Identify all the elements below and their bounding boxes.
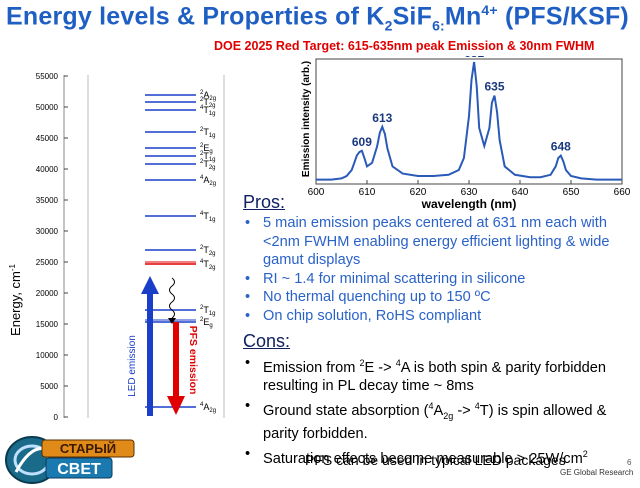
energy-tick-label: 15000: [36, 320, 59, 329]
energy-tick-label: 20000: [36, 289, 59, 298]
stary-svet-logo: СТАРЫЙ СВЕТ: [5, 436, 135, 484]
led-emission-label: LED emission: [127, 335, 138, 397]
spectrum-x-ticks: 600 610 620 630 640 650 660: [308, 180, 631, 198]
pros-item: No thermal quenching up to 150 ºC: [243, 288, 638, 307]
spectrum-x-tick-label: 620: [410, 187, 427, 198]
energy-level-diagram: Energy, cm-1 550005000045000400003500030…: [8, 72, 225, 422]
spectrum-x-axis-label: wavelength (nm): [421, 197, 517, 211]
energy-level-label: 4T2g: [200, 259, 216, 271]
energy-tick-label: 40000: [36, 165, 59, 174]
pros-item: On chip solution, RoHS compliant: [243, 307, 638, 326]
cons-heading: Cons:: [243, 331, 291, 351]
doe-target-text: DOE 2025 Red Target: 615-635nm peak Emis…: [214, 39, 595, 53]
spectrum-peak-label: 635: [484, 80, 504, 94]
energy-tick-label: 25000: [36, 258, 59, 267]
energy-level-label: 4A2g: [200, 402, 216, 414]
spectrum-x-tick-label: 640: [512, 187, 529, 198]
energy-levels: 2A2g2T2g4T1g2T1g2Eg2T1g2T2g4A2g4T1g2T2g4…: [145, 90, 216, 414]
footer-text: GE Global Research: [560, 468, 634, 477]
spectrum-x-tick-label: 660: [614, 187, 631, 198]
energy-tick-label: 50000: [36, 103, 59, 112]
energy-tick-label: 55000: [36, 72, 59, 81]
spectrum-peak-label: 613: [372, 111, 392, 125]
energy-tick-label: 10000: [36, 351, 59, 360]
energy-tick-label: 5000: [40, 382, 58, 391]
pfs-emission-label: PFS emission: [187, 326, 199, 395]
cons-item: Saturation effects become measurable > 2…: [243, 445, 638, 468]
cons-item: Emission from 2E -> 4A is both spin & pa…: [243, 354, 638, 396]
energy-tick-label: 35000: [36, 196, 59, 205]
led-emission-arrow: [141, 276, 159, 416]
pros-heading: Pros:: [243, 192, 286, 212]
spectrum-peak-label: 631: [464, 56, 484, 60]
spectrum-x-tick-label: 600: [308, 187, 325, 198]
energy-level-label: 2Eg: [200, 317, 213, 329]
pfs-note: PFS can be used in typical LED packages: [305, 452, 566, 468]
spectrum-x-tick-label: 650: [563, 187, 580, 198]
energy-axis-label: Energy, cm-1: [8, 264, 23, 336]
energy-ticks: 5500050000450004000035000300002500020000…: [36, 72, 68, 422]
energy-level-label: 2T2g: [200, 97, 216, 109]
energy-level-label: 4T1g: [200, 211, 216, 223]
energy-level-label: 2T2g: [200, 159, 216, 171]
energy-tick-label: 45000: [36, 134, 59, 143]
pros-item: RI ~ 1.4 for minimal scattering in silic…: [243, 270, 638, 289]
pros-item: 5 main emission peaks centered at 631 nm…: [243, 214, 638, 270]
energy-level-label: 2T1g: [200, 151, 216, 163]
energy-level-label: 2Eg: [200, 143, 213, 155]
pfs-emission-arrow: [167, 322, 185, 415]
page-number: 6: [627, 458, 632, 467]
energy-level-label: 2T1g: [200, 127, 216, 139]
energy-tick-label: 30000: [36, 227, 59, 236]
spectrum-series-line: [316, 61, 622, 181]
pros-list: 5 main emission peaks centered at 631 nm…: [243, 214, 638, 325]
energy-tick-label: 0: [54, 413, 59, 422]
spectrum-x-tick-label: 630: [461, 187, 478, 198]
spectrum-peak-label: 648: [551, 140, 571, 154]
energy-level-label: 2T1g: [200, 305, 216, 317]
logo-text-bottom: СВЕТ: [57, 461, 101, 478]
energy-level-label: 4T1g: [200, 105, 216, 117]
emission-spectrum-chart: Emission intensity (arb.) 600 610 620 630 64…: [301, 56, 631, 211]
spectrum-x-tick-label: 610: [359, 187, 376, 198]
relaxation-squiggle: [169, 277, 175, 319]
energy-level-label: 4A2g: [200, 175, 216, 187]
energy-level-label: 2A2g: [200, 90, 216, 102]
cons-item: Ground state absorption (4A2g -> 4T) is …: [243, 397, 638, 444]
spectrum-peak-label: 609: [352, 135, 372, 149]
logo-text-top: СТАРЫЙ: [60, 441, 116, 456]
energy-level-label: 2T2g: [200, 245, 216, 257]
spectrum-y-axis-label: Emission intensity (arb.): [301, 61, 312, 177]
page-title: Energy levels & Properties of K2SiF6:Mn4…: [6, 2, 629, 34]
cons-list: Emission from 2E -> 4A is both spin & pa…: [243, 354, 638, 469]
